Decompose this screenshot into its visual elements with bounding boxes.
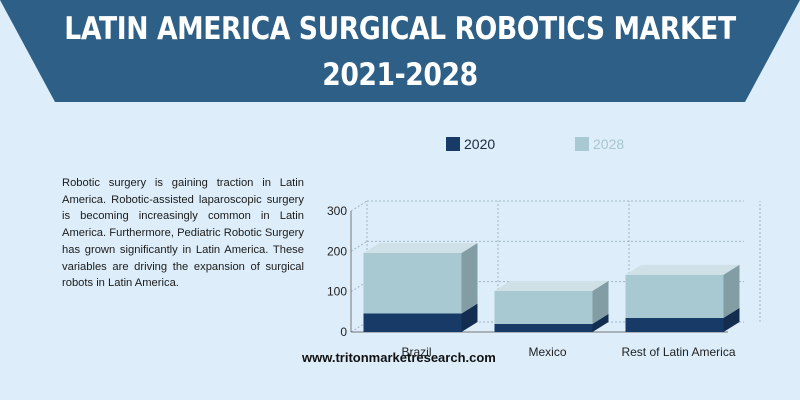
website-url[interactable]: www.tritonmarketresearch.com	[302, 350, 496, 365]
legend-label-2028: 2028	[593, 136, 624, 152]
bar-2020-brazil-side	[461, 303, 478, 332]
bar-2028-mexico-front	[494, 290, 593, 324]
x-tick-label: Rest of Latin America	[621, 345, 735, 359]
bar-2028-rest-of-latin-america-top	[625, 264, 740, 275]
bar-2028-rest-of-latin-america	[625, 264, 740, 318]
banner-shape	[0, 0, 800, 102]
description-text: Robotic surgery is gaining traction in L…	[62, 177, 304, 290]
bar-2028-brazil-side	[461, 242, 478, 314]
y-tick-label: 100	[327, 285, 347, 299]
bar-2028-mexico-side	[592, 280, 609, 324]
page-title: LATIN AMERICA SURGICAL ROBOTICS MARKET 2…	[56, 6, 744, 98]
y-tick-label: 0	[340, 325, 347, 339]
bar-2020-brazil-front	[363, 313, 462, 332]
bar-2020-rest-of-latin-america-front	[625, 317, 724, 332]
gridline-diagonal	[350, 281, 368, 293]
title-banner	[0, 0, 800, 102]
title-line-2: 2021-2028	[322, 57, 478, 93]
gridline-diagonal	[350, 240, 368, 252]
bar-2020-rest-of-latin-america	[625, 307, 740, 332]
x-tick-label: Brazil	[401, 345, 431, 359]
bar-2020-rest-of-latin-america-side	[723, 307, 740, 332]
bar-2028-brazil	[363, 242, 478, 314]
bar-2020-mexico-side	[592, 313, 609, 332]
bar-2020-brazil	[363, 303, 478, 332]
title-line-1: LATIN AMERICA SURGICAL ROBOTICS MARKET	[64, 11, 736, 47]
bar-2020-mexico	[494, 313, 609, 332]
bar-2028-brazil-front	[363, 252, 462, 314]
bar-2028-mexico	[494, 280, 609, 324]
gridline-diagonal	[350, 200, 368, 212]
bar-2028-rest-of-latin-america-side	[723, 264, 740, 318]
legend-swatch-2028	[575, 137, 589, 151]
y-tick-label: 200	[327, 244, 347, 258]
legend-swatch-2020	[446, 137, 460, 151]
y-tick-label: 300	[327, 204, 347, 218]
bar-2028-brazil-top	[363, 242, 478, 253]
legend-label-2020: 2020	[464, 136, 495, 152]
gridline-diagonal	[350, 321, 368, 333]
bar-2020-mexico-front	[494, 323, 593, 332]
x-tick-label: Mexico	[528, 345, 566, 359]
bar-2028-rest-of-latin-america-front	[625, 274, 724, 318]
bar-2028-mexico-top	[494, 280, 609, 291]
